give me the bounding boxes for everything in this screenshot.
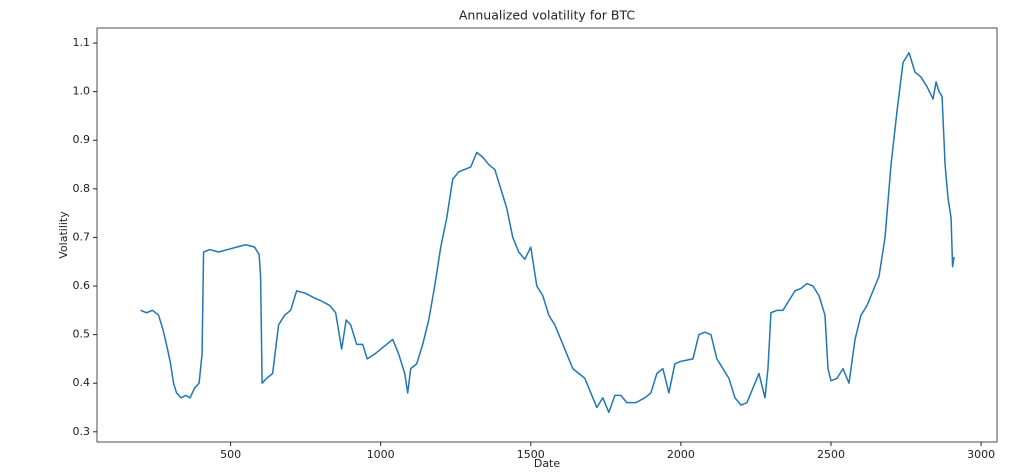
y-tick-label: 0.9 <box>73 133 91 146</box>
plot-frame <box>96 27 998 443</box>
y-tick-label: 0.7 <box>73 230 91 243</box>
x-tick-label: 1000 <box>367 448 395 461</box>
y-tick-label: 0.6 <box>73 279 91 292</box>
x-tick-label: 3000 <box>967 448 995 461</box>
x-tick-label: 2000 <box>667 448 695 461</box>
x-tick-label: 1500 <box>517 448 545 461</box>
y-tick-label: 1.1 <box>73 36 91 49</box>
y-tick-label: 0.5 <box>73 328 91 341</box>
line-series <box>140 52 955 414</box>
x-tick-label: 500 <box>220 448 241 461</box>
x-axis-label: Date <box>534 457 561 470</box>
y-axis-label: Volatility <box>57 211 70 259</box>
chart-title: Annualized volatility for BTC <box>459 8 635 23</box>
y-tick-label: 0.4 <box>73 376 91 389</box>
x-tick-label: 2500 <box>817 448 845 461</box>
y-tick-label: 0.3 <box>73 425 91 438</box>
y-tick-label: 1.0 <box>73 85 91 98</box>
y-tick-label: 0.8 <box>73 182 91 195</box>
